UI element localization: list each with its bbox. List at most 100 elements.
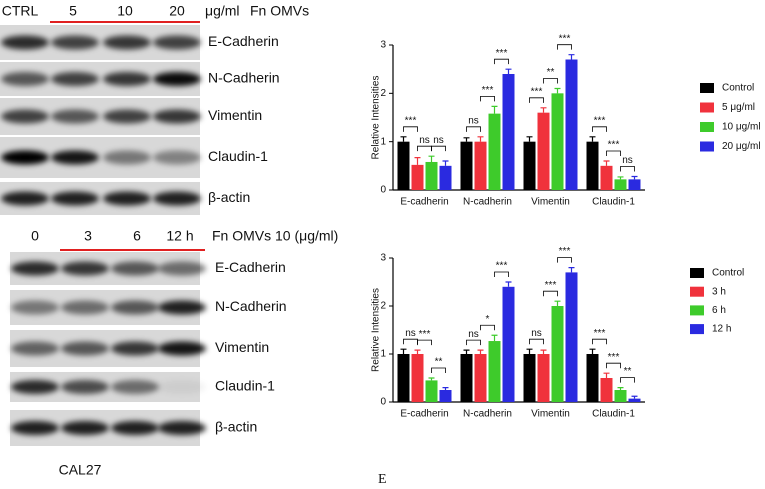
significance-label: * [486,314,490,325]
blot-band [153,191,201,206]
significance-bracket [620,377,635,383]
treatment-label: Fn OMVs 10 (μg/ml) [212,228,338,244]
bar [586,141,599,190]
blot-label: E-Cadherin [215,259,286,275]
legend-swatch [700,102,714,113]
x-tick-label: Vimentin [531,197,570,208]
error-bar [463,137,470,142]
bar [551,93,564,190]
bar [460,354,473,402]
bar [523,354,536,402]
significance-label: *** [545,280,557,291]
blot-band [11,341,59,356]
blot-band [153,72,201,86]
lane-label: 20 [169,3,185,19]
blot-band [51,109,99,124]
treatment-label: Fn OMVs [250,3,309,19]
significance-label: ** [547,67,555,78]
bar [439,165,452,190]
x-tick-label: Claudin-1 [592,197,635,208]
legend-swatch [690,305,704,316]
significance-bracket [592,126,607,132]
error-bar [540,107,547,113]
error-bar [589,348,596,354]
significance-bracket [494,271,509,277]
error-bar [442,387,449,390]
legend-swatch [690,268,704,278]
bar [502,74,515,190]
significance-label: *** [419,329,431,340]
blot-band [153,35,201,50]
bar [614,390,627,402]
significance-label: *** [608,140,620,151]
significance-bracket [606,362,621,369]
bar [425,380,438,402]
error-bar [491,105,498,114]
blot-band [111,341,159,356]
significance-bracket [557,257,572,263]
significance-bracket [466,339,481,346]
significance-bracket [620,166,635,172]
lane-label: 12 h [166,228,193,244]
error-bar [428,155,435,162]
bar [502,286,515,402]
y-axis-label: Relative Intensities [371,76,382,160]
significance-label: *** [482,85,494,96]
blot-band [61,261,109,276]
significance-bracket [529,97,544,103]
blot-label: Vimentin [208,107,262,123]
error-bar [589,136,596,142]
blot-band [153,109,201,124]
legend-label: 3 h [712,286,726,297]
error-bar [603,372,610,378]
significance-bracket [557,44,572,50]
significance-bracket [466,126,481,132]
error-bar [463,349,470,354]
error-bar [491,334,498,342]
bar [628,179,641,190]
error-bar [617,176,624,180]
y-tick-label: 2 [380,301,386,312]
blot-band [158,300,206,315]
bar [600,378,613,402]
blot-band [103,35,151,50]
blot-label: E-Cadherin [208,33,279,49]
significance-bracket [431,145,446,152]
blot-band [61,421,109,435]
error-bar [554,87,561,94]
significance-label: *** [608,352,620,363]
blot-label: β-actin [215,419,257,435]
bar [586,354,599,402]
bar [411,354,424,402]
y-tick-label: 3 [380,40,386,51]
blot-band [158,380,206,394]
bar [474,354,487,402]
y-axis-label: Relative Intensities [371,288,382,372]
bar [523,141,536,190]
blot-label: N-Cadherin [208,70,280,86]
error-bar [428,377,435,381]
legend-swatch [690,286,704,297]
blot-band [11,421,59,435]
blot-band [103,191,151,206]
significance-bracket [417,339,432,346]
bar [411,164,424,190]
y-tick-label: 1 [380,136,386,147]
y-tick-label: 0 [380,397,386,408]
significance-label: ns [419,135,430,146]
error-bar [442,160,449,166]
blot-label: Vimentin [215,339,269,355]
significance-bracket [494,58,509,65]
legend-label: 10 μg/ml [722,122,761,133]
blot-band [51,191,99,206]
blot-band [1,191,49,206]
bar [551,306,564,402]
significance-label: ns [468,115,479,126]
error-bar [526,136,533,142]
significance-bracket [543,290,558,297]
blot-band [111,300,159,315]
legend-swatch [690,324,704,335]
blot-band [111,380,159,394]
lane-label: 10 [117,3,133,19]
